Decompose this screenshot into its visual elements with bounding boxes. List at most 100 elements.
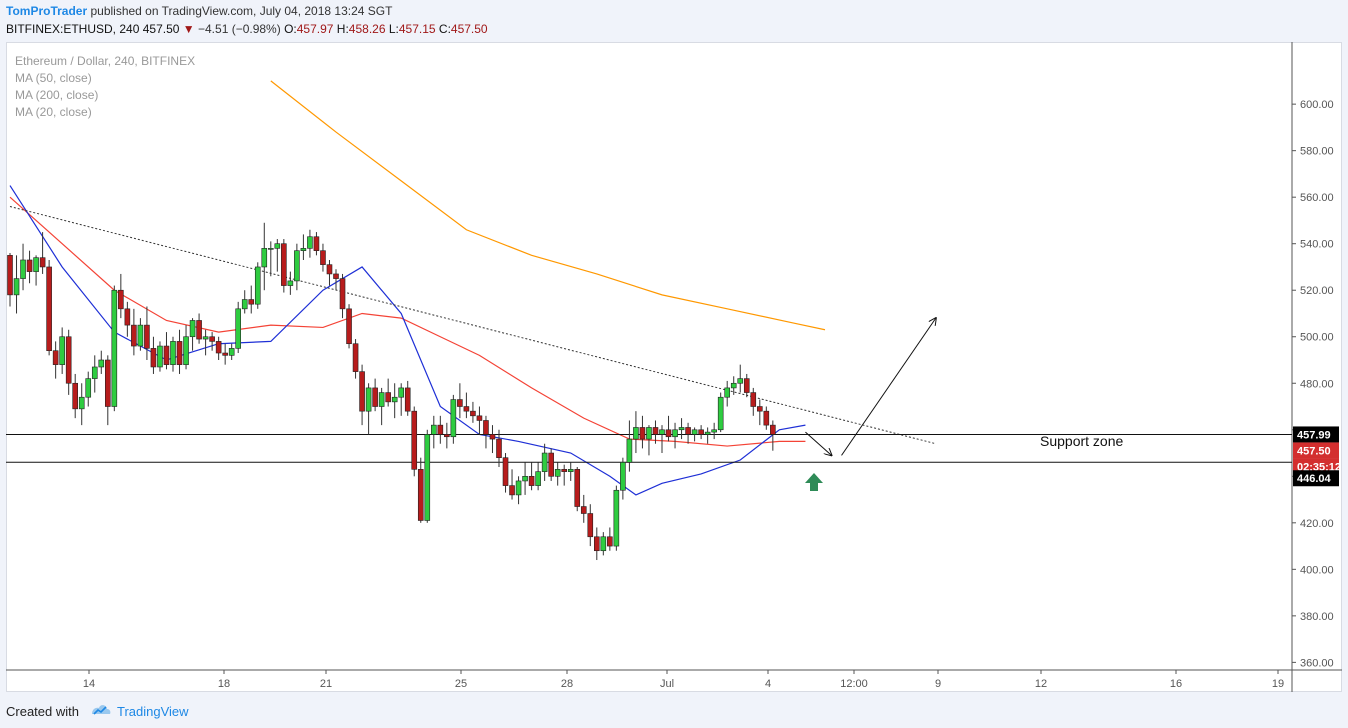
candle-body <box>170 341 176 365</box>
last-price: 457.50 <box>142 22 180 36</box>
candle-body <box>326 264 333 275</box>
candle-body <box>430 424 437 435</box>
y-tick-label: 540.00 <box>1300 239 1334 251</box>
candle-body <box>118 289 124 310</box>
candle-body <box>352 343 359 372</box>
candle-body <box>424 434 431 521</box>
y-tick-label: 500.00 <box>1300 332 1334 344</box>
candle-body <box>704 431 711 435</box>
chart-frame <box>6 42 1342 692</box>
tradingview-logo-icon[interactable] <box>88 700 112 722</box>
candle-body <box>717 396 724 431</box>
candle-body <box>489 434 496 440</box>
y-tick-label: 600.00 <box>1300 99 1334 111</box>
x-tick-label: 12 <box>1035 678 1047 690</box>
candle-body <box>228 348 235 356</box>
candle-body <box>659 429 665 435</box>
candle-body <box>196 320 202 340</box>
x-tick-label: 16 <box>1170 678 1182 690</box>
candle-body <box>522 475 528 482</box>
candle-body <box>111 289 118 407</box>
ma200-line <box>270 80 826 331</box>
y-tick-label: 480.00 <box>1300 378 1334 390</box>
candle-body <box>313 236 320 251</box>
x-tick-label: 21 <box>320 678 332 690</box>
candle-body <box>554 469 561 477</box>
candle-body <box>339 278 346 310</box>
candle-body <box>365 387 372 412</box>
x-tick-label: 14 <box>83 678 95 690</box>
chart-title: Ethereum / Dollar, 240, BITFINEX <box>15 54 195 68</box>
candle-body <box>267 248 274 250</box>
candle-body <box>691 429 698 435</box>
candle-body <box>346 308 352 345</box>
candle-body <box>52 350 59 365</box>
candle-body <box>620 462 626 491</box>
trendline <box>9 206 936 445</box>
x-tick-label: 12:00 <box>840 678 868 690</box>
candle-body <box>320 250 326 265</box>
x-tick-label: 28 <box>561 678 573 690</box>
candle-body <box>98 359 105 368</box>
ma20-line <box>9 185 806 496</box>
candle-body <box>483 420 489 435</box>
legend-entry: MA (20, close) <box>15 105 92 119</box>
price-chart[interactable]: 600.00 580.00 560.00 540.00 520.00 500.00 480.… <box>6 42 1342 692</box>
candle-body <box>378 392 385 407</box>
candle-body <box>333 273 339 279</box>
candle-body <box>457 399 463 407</box>
candle-body <box>46 266 52 351</box>
candle-body <box>411 410 418 470</box>
candle-body <box>78 396 85 410</box>
y-tick-label: 360.00 <box>1300 657 1334 669</box>
candle-body <box>743 378 750 393</box>
price-label-last: 457.50 <box>1297 445 1331 457</box>
candle-body <box>476 415 483 421</box>
y-tick-label: 580.00 <box>1300 146 1334 158</box>
candle-body <box>163 345 170 365</box>
ma50-line <box>9 196 806 447</box>
author-link[interactable]: TomProTrader <box>6 4 88 18</box>
projection-arrow-up <box>841 318 936 456</box>
x-tick-label: 19 <box>1272 678 1284 690</box>
y-tick-label: 400.00 <box>1300 564 1334 576</box>
candle-body <box>404 387 411 412</box>
candle-body <box>254 266 261 305</box>
candle-body <box>417 469 424 521</box>
tradingview-link[interactable]: TradingView <box>117 704 189 719</box>
price-label-last-box <box>1293 442 1339 459</box>
candle-body <box>750 392 757 407</box>
candle-body <box>600 536 607 552</box>
created-with-label: Created with <box>6 704 79 719</box>
candle-body <box>502 457 509 486</box>
candle-body <box>241 299 248 310</box>
candle-body <box>183 336 189 365</box>
candle-body <box>157 345 163 368</box>
candle-body <box>294 250 300 282</box>
candle-body <box>307 236 313 249</box>
candle-body <box>541 452 548 472</box>
candle-body <box>652 427 659 435</box>
candle-body <box>300 248 307 251</box>
candle-body <box>65 336 72 384</box>
y-tick-label: 420.00 <box>1300 518 1334 530</box>
candle-body <box>209 336 215 342</box>
close-label: C: <box>438 22 451 36</box>
candle-body <box>261 248 268 268</box>
candle-body <box>593 536 600 552</box>
candle-body <box>763 410 770 426</box>
candle-body <box>20 259 26 279</box>
candle-body <box>672 429 678 438</box>
candle-body <box>222 352 228 356</box>
candle-body <box>91 366 98 379</box>
candle-body <box>470 410 476 417</box>
chart-header: TomProTrader published on TradingView.co… <box>0 0 1348 42</box>
candle-body <box>633 427 639 440</box>
candle-body <box>665 429 672 438</box>
high-label: H: <box>336 22 349 36</box>
x-tick-label: Jul <box>660 678 674 690</box>
y-tick-label: 560.00 <box>1300 192 1334 204</box>
candle-body <box>607 536 613 547</box>
candle-body <box>137 324 144 347</box>
candle-body <box>509 485 515 496</box>
